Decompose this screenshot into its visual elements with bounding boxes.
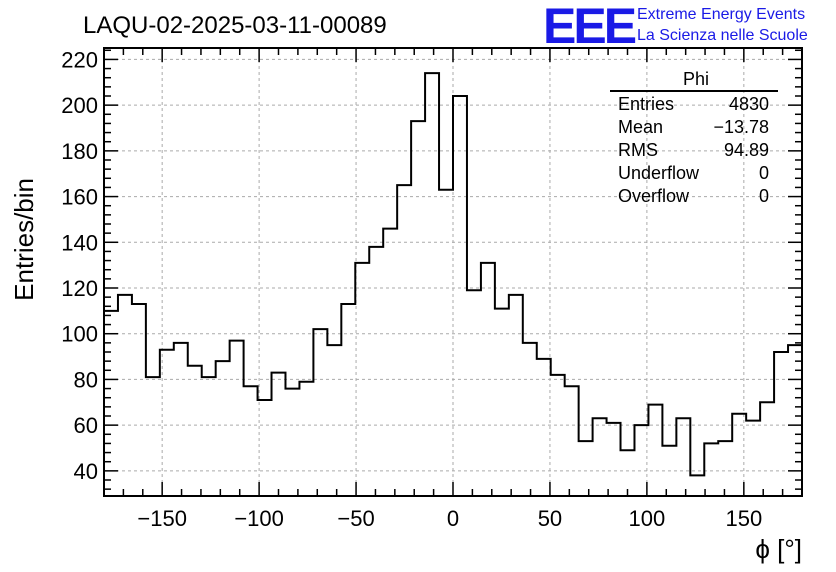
y-tick-label: 60 (74, 413, 98, 438)
histogram-series (104, 72, 802, 477)
y-tick-label: 40 (74, 459, 98, 484)
tick-labels: −150 −100 −50 0 50 100 150 40 60 80 100 120 140 160 18… (61, 47, 762, 531)
stats-value-mean: −13.78 (713, 117, 769, 137)
stats-label-mean: Mean (618, 117, 663, 137)
x-axis-title: ϕ [°] (755, 534, 802, 564)
x-tick-label: 50 (538, 506, 562, 531)
y-tick-label: 200 (61, 93, 98, 118)
stats-value-underflow: 0 (759, 163, 769, 183)
y-tick-label: 80 (74, 367, 98, 392)
stats-label-overflow: Overflow (618, 186, 690, 206)
x-tick-label: −50 (337, 506, 374, 531)
y-tick-label: 220 (61, 47, 98, 72)
x-tick-label: 150 (725, 506, 762, 531)
stats-label-underflow: Underflow (618, 163, 700, 183)
chart-title: LAQU-02-2025-03-11-00089 (83, 12, 387, 39)
stats-value-entries: 4830 (729, 94, 769, 114)
axis-ticks (103, 48, 803, 496)
y-tick-label: 180 (61, 139, 98, 164)
stats-label-rms: RMS (618, 140, 658, 160)
stats-title: Phi (683, 69, 709, 89)
stats-label-entries: Entries (618, 94, 674, 114)
x-tick-label: 0 (447, 506, 459, 531)
stats-value-rms: 94.89 (724, 140, 769, 160)
x-tick-label: 100 (629, 506, 666, 531)
y-tick-label: 120 (61, 276, 98, 301)
eee-logo: EEE (543, 0, 636, 54)
x-tick-label: −100 (234, 506, 284, 531)
y-tick-label: 100 (61, 322, 98, 347)
y-axis-title: Entries/bin (9, 178, 39, 301)
y-tick-label: 160 (61, 185, 98, 210)
stats-box: Phi Entries 4830 Mean −13.78 RMS 94.89 U… (610, 69, 778, 206)
logo-line-1: Extreme Energy Events (637, 6, 805, 23)
stats-value-overflow: 0 (759, 186, 769, 206)
y-tick-label: 140 (61, 230, 98, 255)
logo-line-2: La Scienza nelle Scuole (637, 27, 808, 44)
x-tick-label: −150 (137, 506, 187, 531)
